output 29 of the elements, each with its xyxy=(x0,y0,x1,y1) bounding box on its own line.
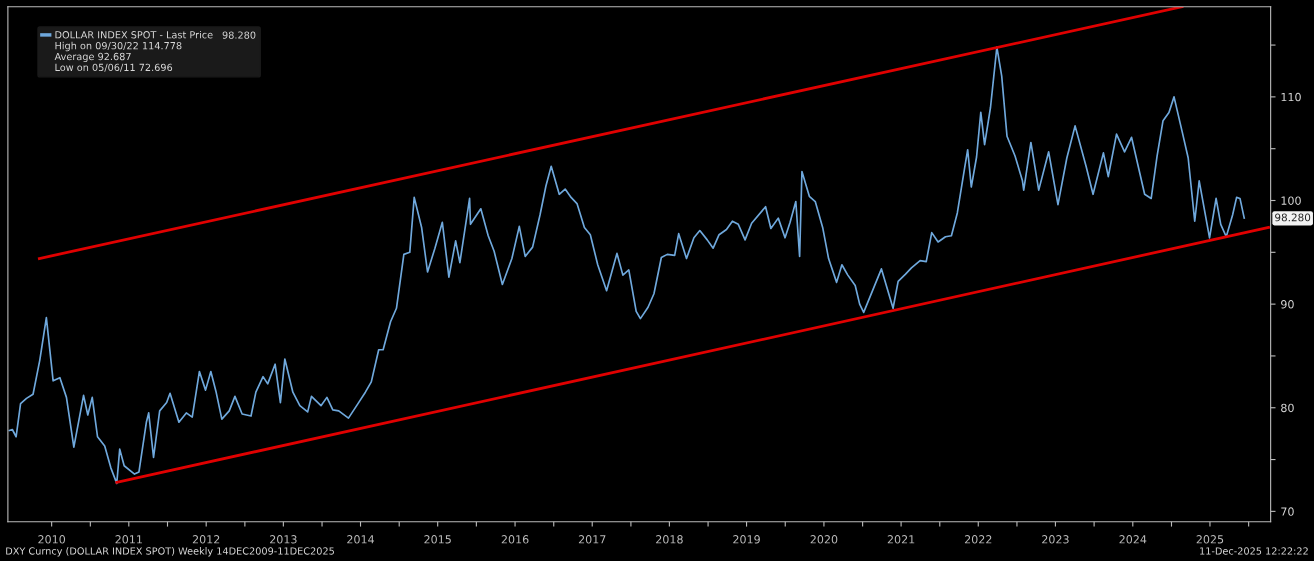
x-tick-label: 2017 xyxy=(578,535,606,544)
x-tick-label: 2023 xyxy=(1042,535,1069,544)
text: DXY Curncy (DOLLAR INDEX SPOT) Weekly 14DEC2009-11DEC2025 xyxy=(6,547,334,557)
x-tick-label: 2018 xyxy=(656,535,683,544)
annotation: 98.280 xyxy=(1275,213,1311,222)
legend-label: DOLLAR INDEX SPOT - Last Price xyxy=(55,30,213,39)
x-tick-label: 2016 xyxy=(501,535,529,544)
annotation: Average 92.687 xyxy=(54,52,131,63)
annotation: 98.280 xyxy=(222,31,256,39)
y-tick-label: 100 xyxy=(1281,196,1301,205)
x-tick-label: 2022 xyxy=(964,535,992,544)
x-tick-label: 2019 xyxy=(733,535,760,544)
y-tick-label: 90 xyxy=(1281,300,1294,309)
x-tick-label: 2010 xyxy=(38,535,66,544)
y-tick-label: 80 xyxy=(1281,403,1294,413)
x-tick-label: 2012 xyxy=(192,535,220,544)
x-tick-label: 2025 xyxy=(1196,535,1224,544)
x-tick-label: 2014 xyxy=(347,535,375,544)
annotation: Low on 05/06/11 72.696 xyxy=(55,63,173,72)
annotation: High on 09/30/22 114.778 xyxy=(55,41,182,52)
y-tick-label: 70 xyxy=(1281,507,1294,516)
y-tick-label: 110 xyxy=(1281,92,1301,102)
x-tick-label: 2024 xyxy=(1119,535,1147,544)
x-tick-label: 2015 xyxy=(424,535,451,544)
text: 11-Dec-2025 12:22:22 xyxy=(1200,547,1308,555)
x-tick-label: 2020 xyxy=(810,535,838,544)
x-tick-label: 2013 xyxy=(270,535,297,544)
x-tick-label: 2011 xyxy=(115,535,142,544)
x-tick-label: 2021 xyxy=(887,535,915,544)
